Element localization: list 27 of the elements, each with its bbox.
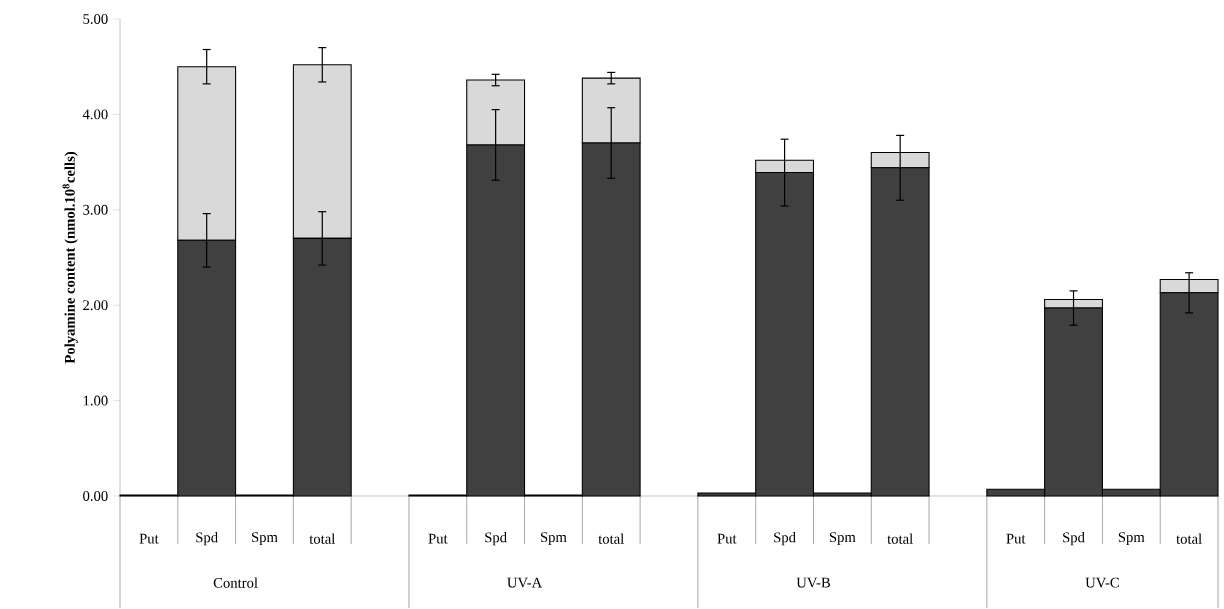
x-tick-label: total <box>598 533 624 544</box>
x-tick-label: Spm <box>540 532 567 546</box>
y-tick-label: 4.00 <box>82 109 108 120</box>
x-tick-label: Spd <box>485 532 507 546</box>
x-tick-label: Put <box>717 533 737 544</box>
x-tick-label: Put <box>1006 533 1026 544</box>
x-tick-label: Spm <box>252 532 278 546</box>
x-tick-label: Put <box>428 533 448 544</box>
x-tick-label: total <box>309 533 336 544</box>
text: UV-A <box>507 577 543 588</box>
text: Control <box>213 577 258 588</box>
x-tick-label: Put <box>139 533 159 544</box>
x-tick-label: total <box>1176 533 1202 544</box>
x-tick-label: Spm <box>829 532 856 546</box>
x-tick-label: Spd <box>774 532 796 546</box>
y-axis-title: Polyamine content (nmol.10$^{8}$cells) <box>62 151 78 364</box>
text: UV-B <box>796 577 831 588</box>
x-tick-label: total <box>887 533 913 544</box>
y-tick-label: 1.00 <box>83 395 108 406</box>
y-tick-label: 5.00 <box>83 14 108 24</box>
y-tick-label: 2.00 <box>83 300 108 311</box>
y-tick-label: 0.00 <box>83 491 108 501</box>
x-tick-label: Spd <box>196 532 218 546</box>
y-tick-label: 3.00 <box>83 204 108 215</box>
x-tick-label: Spd <box>1063 532 1085 546</box>
text: UV-C <box>1085 577 1119 588</box>
x-tick-label: Spm <box>1118 532 1145 546</box>
